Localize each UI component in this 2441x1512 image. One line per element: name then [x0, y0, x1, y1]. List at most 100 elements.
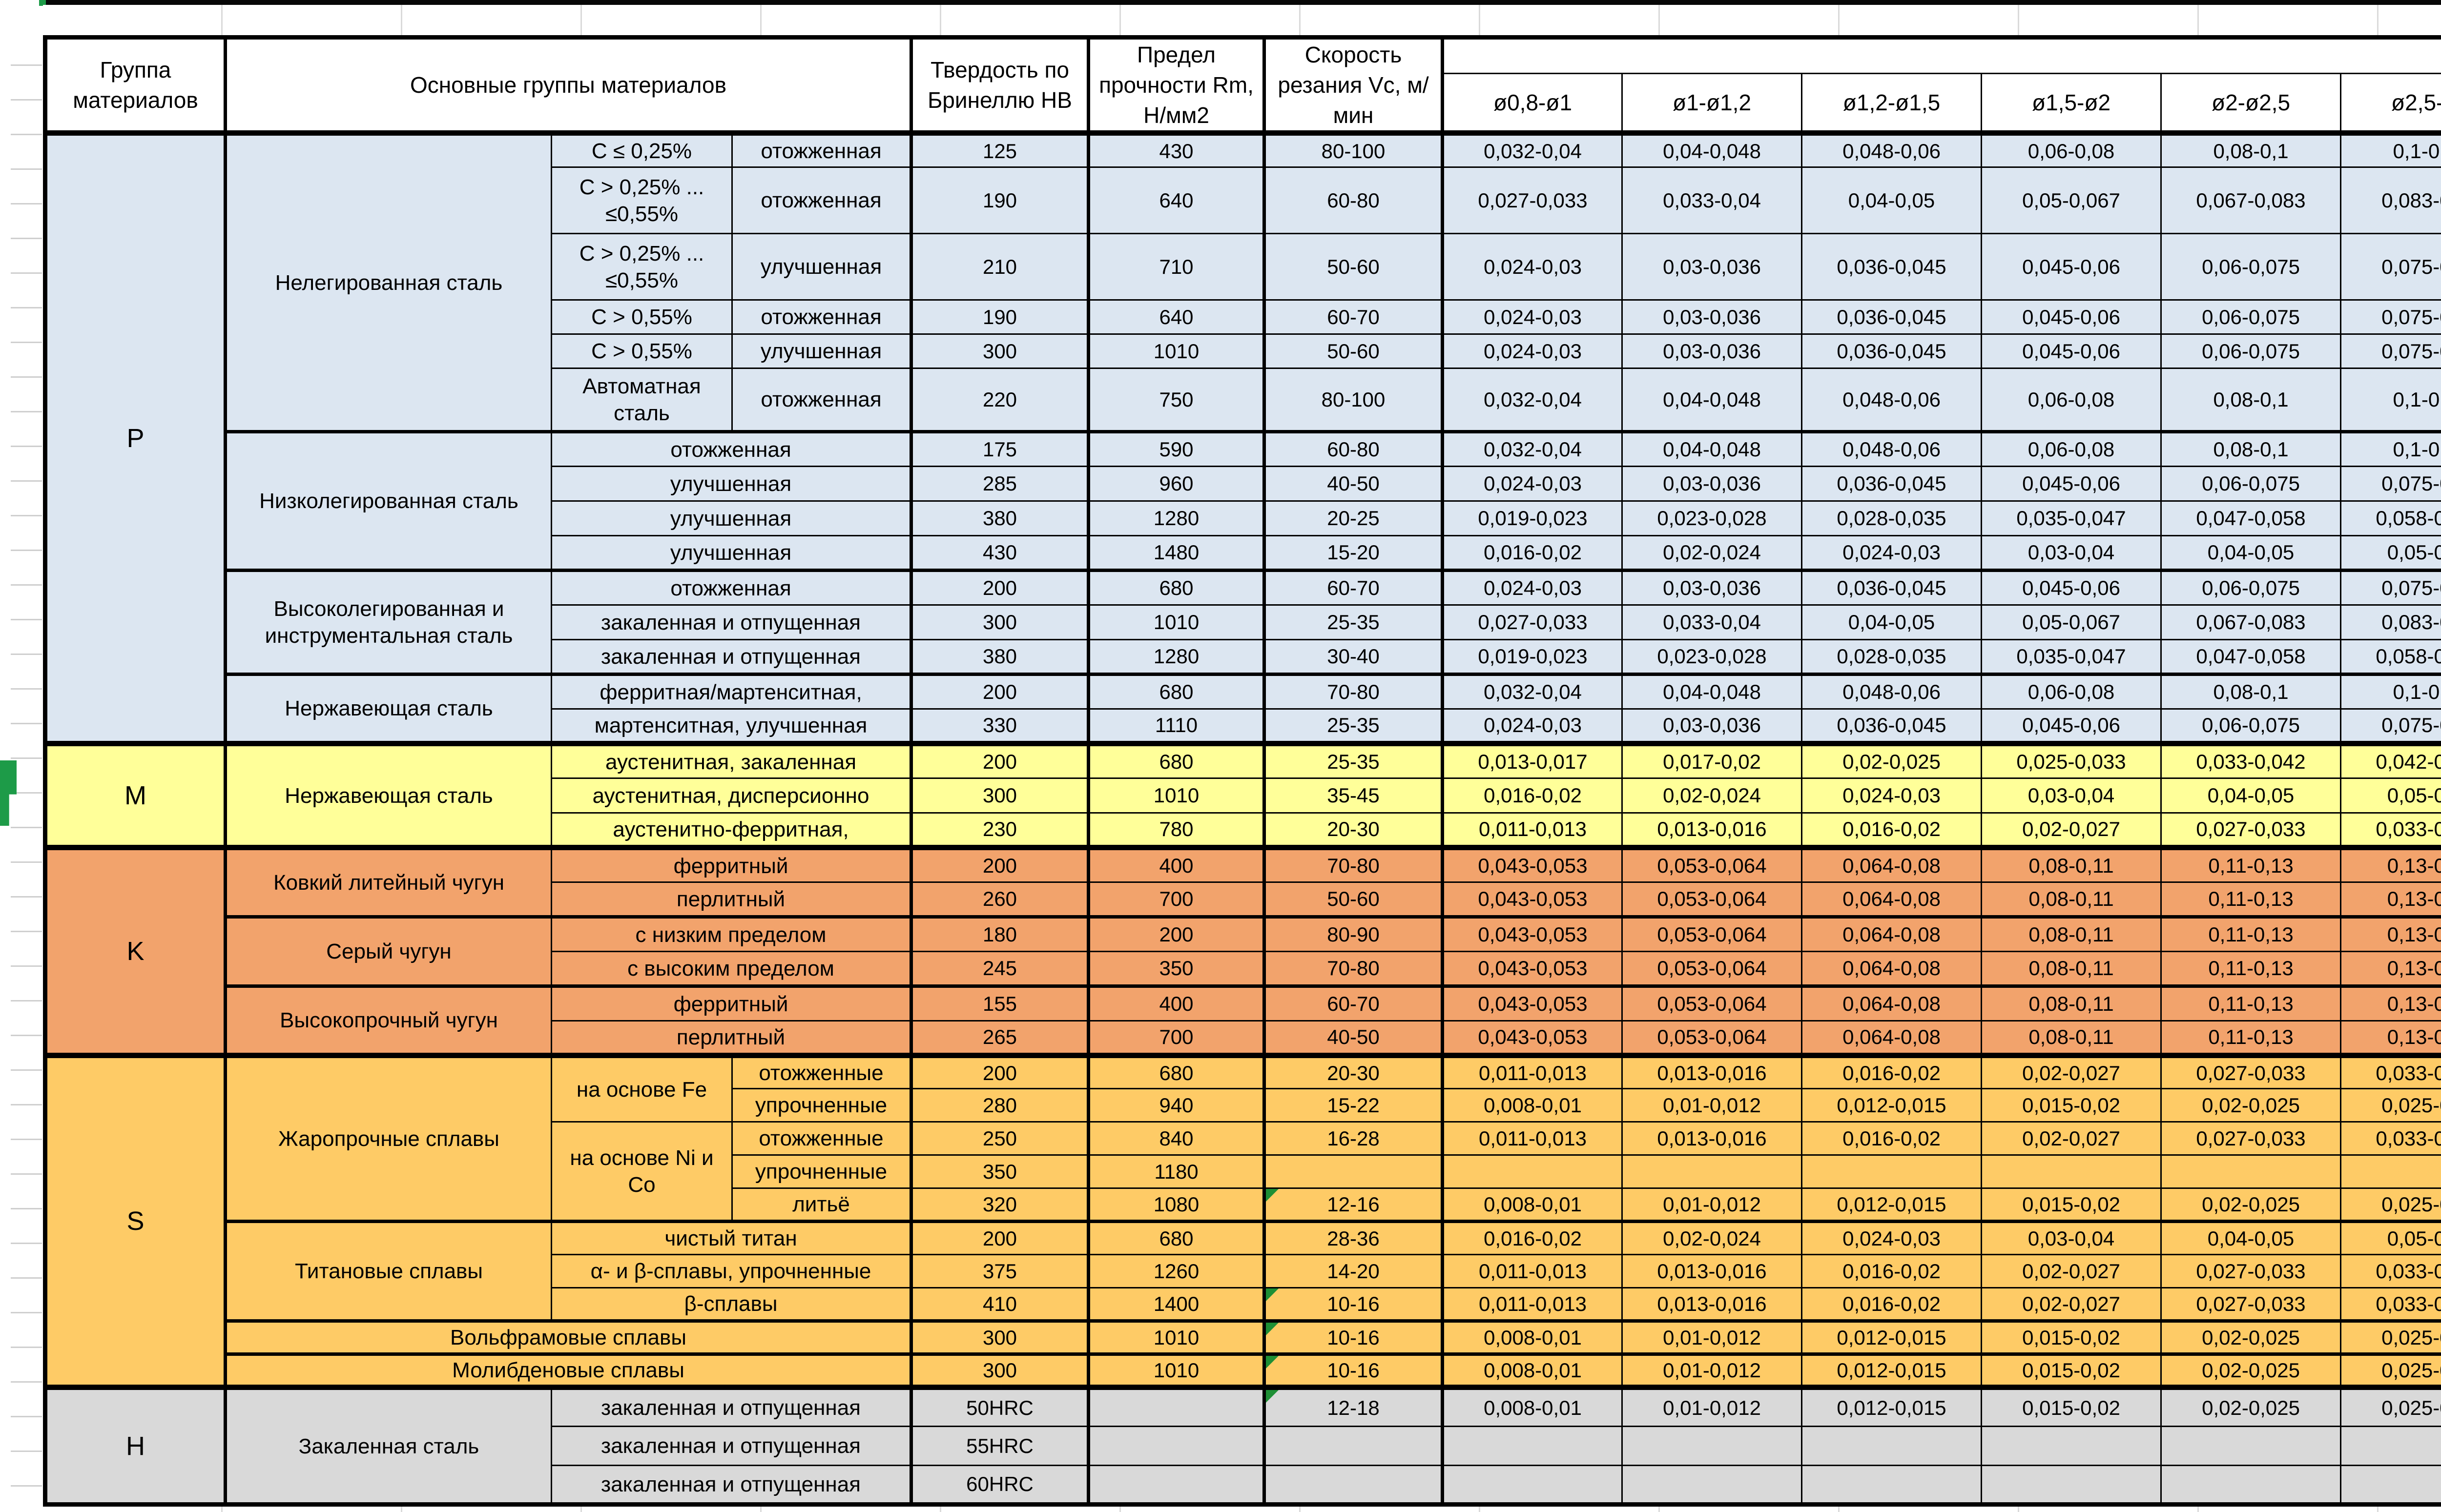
cutting-speed-value[interactable] [1262, 1154, 1444, 1189]
feed-value[interactable]: 0,035-0,047 [1981, 639, 2162, 675]
strength-value[interactable]: 1010 [1087, 1352, 1265, 1389]
feed-value[interactable]: 0,013-0,016 [1621, 1053, 1803, 1090]
cutting-speed-value[interactable]: 10-16 [1262, 1287, 1444, 1322]
feed-value[interactable]: 0,075-0,12 [2340, 569, 2441, 606]
section-letter-S[interactable]: S [44, 1053, 226, 1389]
feed-value[interactable]: 0,015-0,02 [1981, 1385, 2162, 1428]
material-state[interactable]: ферритный [550, 845, 912, 883]
strength-value[interactable]: 640 [1087, 166, 1265, 235]
cutting-speed-value[interactable]: 14-20 [1262, 1254, 1444, 1289]
feed-value[interactable]: 0,06-0,08 [1981, 130, 2162, 168]
hardness-value[interactable]: 200 [910, 673, 1090, 710]
feed-value[interactable]: 0,047-0,058 [2160, 639, 2342, 675]
feed-value[interactable]: 0,012-0,015 [1801, 1187, 1983, 1223]
feed-value[interactable]: 0,058-0,093 [2340, 500, 2441, 537]
feed-value[interactable]: 0,06-0,075 [2160, 233, 2342, 301]
material-state[interactable]: закаленная и отпущенная [550, 639, 912, 675]
strength-value[interactable]: 1010 [1087, 333, 1265, 369]
section-letter-P[interactable]: P [44, 130, 226, 745]
state[interactable]: отожженные [731, 1121, 912, 1156]
group-name[interactable]: Ковкий литейный чугун [224, 845, 552, 918]
cutting-speed-value[interactable]: 25-35 [1262, 741, 1444, 779]
feed-value[interactable]: 0,075-0,12 [2340, 333, 2441, 369]
section-letter-M[interactable]: M [44, 741, 226, 849]
feed-value[interactable]: 0,1-0,16 [2340, 430, 2441, 468]
group-name[interactable]: Нержавеющая сталь [224, 741, 552, 849]
feed-value[interactable]: 0,015-0,02 [1981, 1319, 2162, 1355]
feed-value[interactable]: 0,13-0,21 [2340, 845, 2441, 883]
strength-value[interactable]: 680 [1087, 1053, 1265, 1090]
cutting-speed-value[interactable] [1262, 1465, 1444, 1506]
feed-value[interactable]: 0,035-0,047 [1981, 500, 2162, 537]
hardness-value[interactable]: 200 [910, 1220, 1090, 1256]
feed-value[interactable]: 0,013-0,017 [1441, 741, 1623, 779]
material-state[interactable]: α- и β-сплавы, упрочненные [550, 1254, 912, 1289]
strength-value[interactable]: 1280 [1087, 639, 1265, 675]
feed-value[interactable] [1621, 1154, 1803, 1189]
hardness-value[interactable]: 375 [910, 1254, 1090, 1289]
feed-value[interactable]: 0,027-0,033 [2160, 812, 2342, 849]
cutting-speed-value[interactable]: 50-60 [1262, 881, 1444, 918]
feed-value[interactable]: 0,032-0,04 [1441, 130, 1623, 168]
strength-value[interactable]: 780 [1087, 812, 1265, 849]
header-diameter-range[interactable]: ø1,2-ø1,5 [1801, 73, 1983, 135]
hardness-value[interactable]: 190 [910, 299, 1090, 335]
feed-value[interactable]: 0,008-0,01 [1441, 1352, 1623, 1389]
feed-value[interactable]: 0,01-0,012 [1621, 1385, 1803, 1428]
hardness-value[interactable]: 320 [910, 1187, 1090, 1223]
material-state[interactable]: перлитный [550, 881, 912, 918]
feed-value[interactable]: 0,13-0,21 [2340, 984, 2441, 1022]
feed-value[interactable]: 0,064-0,08 [1801, 1020, 1983, 1057]
feed-value[interactable] [1801, 1465, 1983, 1506]
feed-value[interactable]: 0,067-0,083 [2160, 166, 2342, 235]
feed-value[interactable]: 0,027-0,033 [2160, 1121, 2342, 1156]
feed-value[interactable]: 0,045-0,06 [1981, 299, 2162, 335]
hardness-value[interactable]: 180 [910, 915, 1090, 953]
feed-value[interactable]: 0,045-0,06 [1981, 708, 2162, 745]
feed-value[interactable]: 0,04-0,048 [1621, 130, 1803, 168]
feed-value[interactable]: 0,13-0,21 [2340, 951, 2441, 987]
material-state[interactable]: мартенситная, улучшенная [550, 708, 912, 745]
feed-value[interactable]: 0,02-0,027 [1981, 1053, 2162, 1090]
cutting-speed-value[interactable]: 20-30 [1262, 1053, 1444, 1090]
feed-value[interactable]: 0,083-0,13 [2340, 604, 2441, 641]
feed-value[interactable]: 0,02-0,025 [2160, 1319, 2342, 1355]
feed-value[interactable]: 0,024-0,03 [1441, 569, 1623, 606]
hardness-value[interactable]: 410 [910, 1287, 1090, 1322]
feed-value[interactable]: 0,13-0,21 [2340, 881, 2441, 918]
material-state[interactable]: закаленная и отпущенная [550, 604, 912, 641]
group-name[interactable]: Титановые сплавы [224, 1220, 552, 1322]
state[interactable]: отожженные [731, 1053, 912, 1090]
feed-value[interactable]: 0,06-0,075 [2160, 299, 2342, 335]
feed-value[interactable] [2160, 1426, 2342, 1467]
feed-value[interactable]: 0,03-0,036 [1621, 466, 1803, 502]
cutting-speed-value[interactable]: 70-80 [1262, 673, 1444, 710]
feed-value[interactable]: 0,02-0,027 [1981, 1287, 2162, 1322]
feed-value[interactable]: 0,011-0,013 [1441, 1254, 1623, 1289]
cutting-speed-value[interactable]: 60-70 [1262, 984, 1444, 1022]
strength-value[interactable]: 400 [1087, 984, 1265, 1022]
feed-value[interactable]: 0,024-0,03 [1441, 466, 1623, 502]
state[interactable]: улучшенная [731, 333, 912, 369]
feed-value[interactable]: 0,012-0,015 [1801, 1088, 1983, 1123]
feed-value[interactable]: 0,016-0,02 [1801, 1254, 1983, 1289]
feed-value[interactable]: 0,03-0,036 [1621, 233, 1803, 301]
strength-value[interactable]: 1080 [1087, 1187, 1265, 1223]
feed-value[interactable]: 0,04-0,05 [2160, 1220, 2342, 1256]
feed-value[interactable] [1621, 1465, 1803, 1506]
feed-value[interactable]: 0,036-0,045 [1801, 233, 1983, 301]
feed-value[interactable]: 0,02-0,025 [2160, 1385, 2342, 1428]
feed-value[interactable]: 0,08-0,11 [1981, 951, 2162, 987]
feed-value[interactable]: 0,03-0,036 [1621, 299, 1803, 335]
feed-value[interactable]: 0,05-0,08 [2340, 1220, 2441, 1256]
strength-value[interactable]: 960 [1087, 466, 1265, 502]
header-diameter-range[interactable]: ø2-ø2,5 [2160, 73, 2342, 135]
feed-value[interactable]: 0,053-0,064 [1621, 881, 1803, 918]
feed-value[interactable] [1981, 1154, 2162, 1189]
state[interactable]: отожженная [731, 299, 912, 335]
feed-value[interactable]: 0,016-0,02 [1441, 777, 1623, 814]
feed-value[interactable]: 0,064-0,08 [1801, 951, 1983, 987]
feed-value[interactable]: 0,012-0,015 [1801, 1385, 1983, 1428]
cutting-speed-value[interactable]: 80-100 [1262, 368, 1444, 433]
material-state[interactable]: ферритный [550, 984, 912, 1022]
